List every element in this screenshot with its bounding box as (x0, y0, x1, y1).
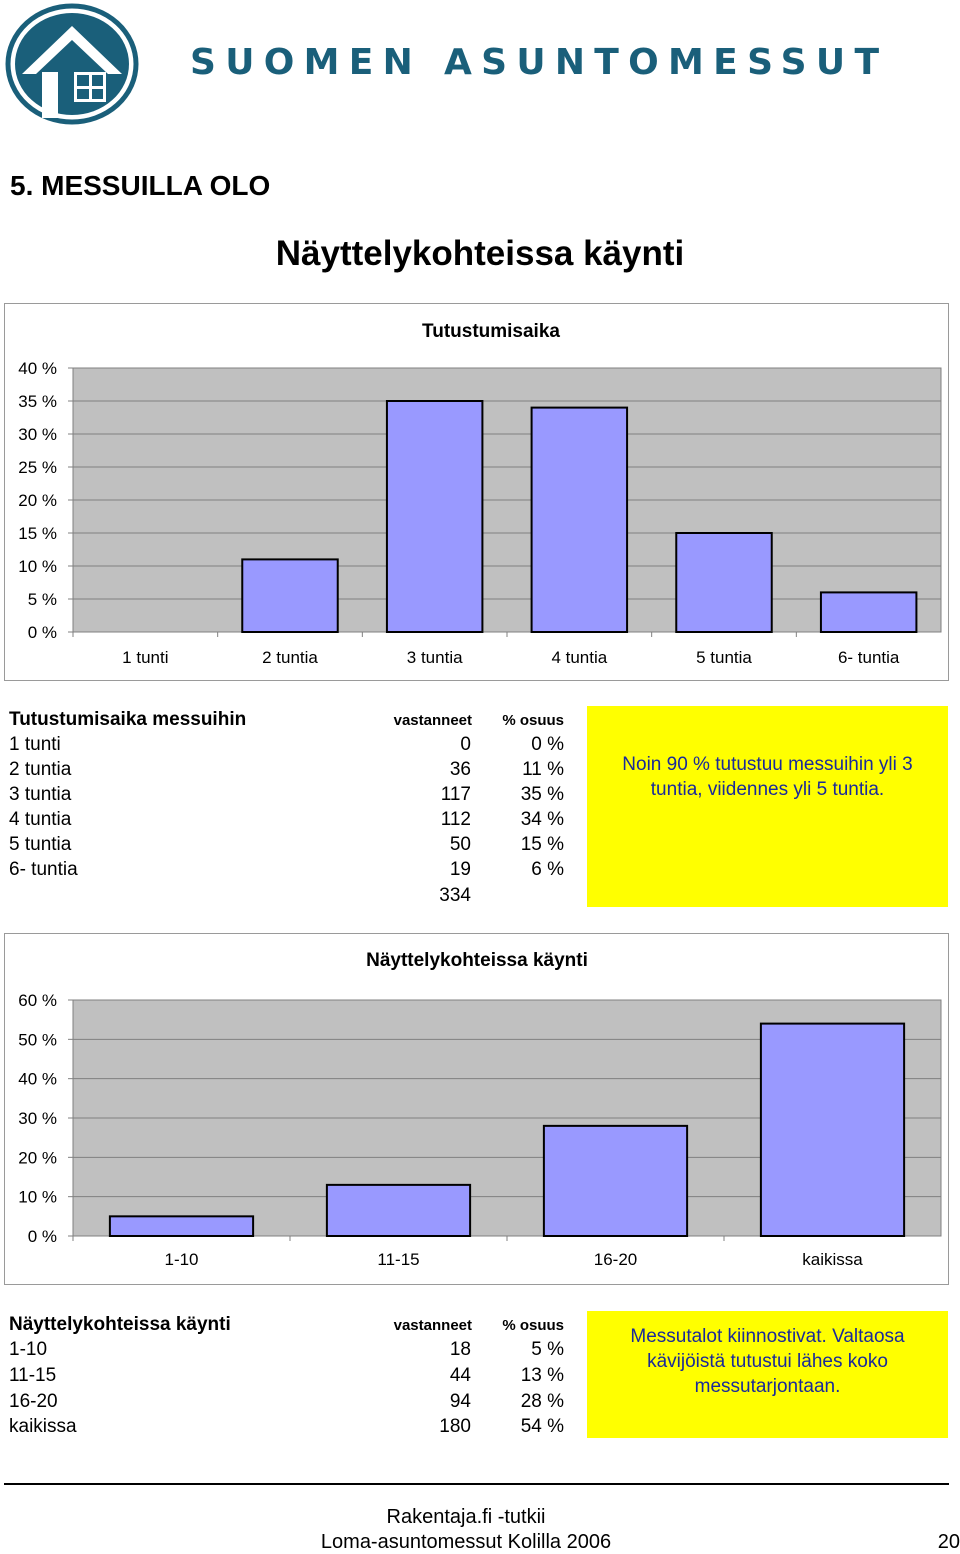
x-tick-label: 11-15 (377, 1250, 419, 1269)
table2-title: Näyttelykohteissa käynti (9, 1314, 231, 1335)
y-tick-label: 0 % (28, 1227, 57, 1246)
table2-note-text: Messutalot kiinnostivat. Valtaosa kävijö… (630, 1326, 905, 1397)
chart-title: Näyttelykohteissa käynti (366, 950, 588, 971)
table-row-label: 1-10 (9, 1339, 48, 1360)
bar-2 tuntia (241, 558, 339, 633)
table-row-count: 18 (449, 1339, 471, 1360)
x-tick-label: kaikissa (802, 1250, 863, 1269)
house-logo-icon (5, 3, 139, 125)
table-row-count: 94 (449, 1390, 471, 1412)
chart-title: Tutustumisaika (422, 321, 560, 342)
chart-tutustumisaika: Tutustumisaika 0 % 5 % 10 % 15 % 20 % 25 % 30 %… (4, 303, 949, 681)
y-tick-label: 40 % (18, 1070, 57, 1089)
section-title: 5. MESSUILLA OLO (10, 170, 271, 201)
bar-5 tuntia (675, 532, 773, 633)
y-tick-label: 30 % (18, 1109, 57, 1128)
y-tick-label: 60 % (18, 991, 57, 1010)
table-row-share: 54 % (520, 1416, 564, 1438)
x-tick-label: 1-10 (164, 1250, 198, 1269)
y-tick-label: 15 % (18, 524, 57, 543)
page-number: 20 (937, 1531, 960, 1553)
x-tick-label: 2 tuntia (262, 648, 318, 667)
table-row-label: 16-20 (9, 1390, 58, 1412)
table1-note-text: Noin 90 % tutustuu messuihin yli 3 tunti… (622, 753, 913, 800)
table-row-label: 5 tuntia (9, 834, 72, 855)
page-heading: Näyttelykohteissa käynti (275, 234, 685, 273)
table-row-label: 4 tuntia (9, 809, 72, 830)
table-row-share: 35 % (520, 784, 564, 805)
table-row-count: 19 (449, 859, 471, 880)
table-row-label: 6- tuntia (9, 859, 78, 880)
table1-col-respondents: vastanneet (393, 712, 472, 729)
y-tick-label: 35 % (18, 392, 57, 411)
table-row-share: 11 % (522, 759, 564, 780)
y-tick-label: 40 % (18, 359, 57, 378)
table-row-label: kaikissa (9, 1416, 77, 1438)
footer-line1: Rakentaja.fi -tutkii (386, 1506, 546, 1528)
y-tick-label: 20 % (18, 491, 57, 510)
table-row-label: 3 tuntia (9, 784, 72, 805)
table-row-share: 28 % (520, 1390, 564, 1412)
bar-3 tuntia (385, 400, 484, 633)
y-tick-label: 25 % (18, 458, 57, 477)
bar-kaikissa (759, 1022, 906, 1237)
footer-divider (4, 1483, 949, 1485)
table-row-count: 36 (449, 759, 471, 780)
table-row-count: 50 (449, 834, 471, 855)
chart-tutustumisaika-svg: Tutustumisaika 0 % 5 % 10 % 15 % 20 % 25 % 30 %… (18, 321, 942, 667)
chart-nayttelykohteissa: Näyttelykohteissa käynti 0 % 10 % 20 % 30 % 4… (4, 933, 949, 1285)
table-row-share: 6 % (531, 859, 564, 880)
table-row-label: 11-15 (9, 1364, 57, 1386)
bar-16-20 (542, 1124, 689, 1237)
x-tick-label: 3 tuntia (407, 648, 463, 667)
y-tick-label: 30 % (18, 425, 57, 444)
table-row-count: 0 (460, 734, 471, 755)
table1-total: 334 (439, 885, 471, 906)
footer-line2: Loma-asuntomessut Kolilla 2006 (320, 1531, 612, 1553)
y-tick-label: 20 % (18, 1148, 57, 1167)
x-tick-label: 5 tuntia (696, 648, 752, 667)
y-tick-label: 50 % (18, 1030, 57, 1049)
bar-1-10 (108, 1215, 255, 1238)
brand-title: SUOMEN ASUNTOMESSUT (190, 42, 889, 83)
y-tick-label: 10 % (18, 557, 57, 576)
table-row-share: 5 % (531, 1339, 564, 1360)
table-row-label: 2 tuntia (9, 759, 72, 780)
table-row-count: 44 (449, 1364, 471, 1386)
table-row-count: 117 (440, 784, 471, 805)
y-tick-label: 10 % (18, 1188, 57, 1207)
table-row-share: 34 % (520, 809, 564, 830)
x-tick-label: 1 tunti (122, 648, 168, 667)
bar-6- tuntia (819, 591, 918, 633)
y-tick-label: 5 % (28, 590, 57, 609)
table-row-count: 112 (440, 809, 471, 830)
table-row-share: 13 % (520, 1364, 564, 1386)
bar-4 tuntia (530, 406, 629, 633)
table-row-share: 15 % (520, 834, 564, 855)
table-row-label: 1 tunti (9, 734, 61, 755)
table1-title: Tutustumisaika messuihin (9, 709, 247, 730)
chart-nayttelykohteissa-svg: Näyttelykohteissa käynti 0 % 10 % 20 % 30 % 4… (18, 950, 942, 1269)
y-tick-label: 0 % (28, 623, 57, 642)
bar-11-15 (325, 1183, 472, 1238)
x-tick-label: 6- tuntia (838, 648, 900, 667)
x-tick-label: 4 tuntia (551, 648, 607, 667)
x-tick-label: 16-20 (594, 1250, 637, 1269)
table-row-count: 180 (439, 1416, 471, 1438)
table1-note: Noin 90 % tutustuu messuihin yli 3 tunti… (587, 706, 948, 907)
table2-note: Messutalot kiinnostivat. Valtaosa kävijö… (587, 1311, 948, 1438)
table-row-share: 0 % (531, 734, 564, 755)
table2-col-respondents: vastanneet (393, 1317, 472, 1334)
table2-col-share: % osuus (502, 1317, 564, 1334)
table1-col-share: % osuus (502, 712, 564, 729)
